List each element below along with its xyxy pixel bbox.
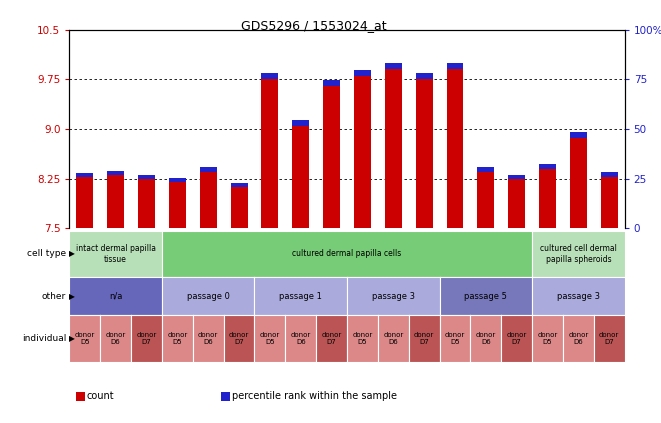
Text: other: other [42, 291, 66, 301]
Text: donor
D7: donor D7 [321, 332, 342, 345]
Bar [200, 172, 217, 228]
Text: count: count [87, 391, 114, 401]
Text: donor
D6: donor D6 [568, 332, 588, 345]
Bar [262, 80, 278, 228]
Bar [138, 179, 155, 228]
Text: donor
D6: donor D6 [476, 332, 496, 345]
Bar [447, 63, 463, 69]
Bar [508, 179, 525, 228]
Bar [107, 171, 124, 176]
Text: passage 5: passage 5 [465, 291, 507, 301]
Text: donor
D5: donor D5 [260, 332, 280, 345]
Text: donor
D5: donor D5 [75, 332, 95, 345]
Bar [138, 175, 155, 179]
Text: donor
D5: donor D5 [167, 332, 188, 345]
Bar [477, 172, 494, 228]
Bar [354, 76, 371, 228]
Text: donor
D7: donor D7 [599, 332, 619, 345]
Bar [477, 168, 494, 172]
Bar [323, 86, 340, 228]
Text: n/a: n/a [109, 291, 122, 301]
Bar [447, 69, 463, 228]
Text: donor
D5: donor D5 [445, 332, 465, 345]
Bar [570, 132, 587, 137]
Bar [77, 173, 93, 177]
Bar [169, 182, 186, 228]
Text: ▶: ▶ [69, 334, 75, 343]
Bar [200, 168, 217, 172]
Text: cell type: cell type [27, 249, 66, 258]
Bar [292, 126, 309, 228]
Bar [231, 183, 248, 187]
Bar [539, 169, 556, 228]
Text: donor
D5: donor D5 [537, 332, 558, 345]
Text: GDS5296 / 1553024_at: GDS5296 / 1553024_at [241, 19, 387, 32]
Text: ▶: ▶ [69, 291, 75, 301]
Bar [601, 177, 618, 228]
Text: donor
D7: donor D7 [506, 332, 527, 345]
Bar [354, 70, 371, 76]
Bar [601, 172, 618, 177]
Bar [416, 80, 433, 228]
Text: donor
D7: donor D7 [229, 332, 249, 345]
Text: intact dermal papilla
tissue: intact dermal papilla tissue [75, 244, 156, 264]
Text: donor
D5: donor D5 [352, 332, 373, 345]
Text: passage 0: passage 0 [187, 291, 229, 301]
Bar [107, 176, 124, 228]
Bar [539, 164, 556, 169]
Text: donor
D6: donor D6 [198, 332, 218, 345]
Text: donor
D6: donor D6 [291, 332, 311, 345]
Text: donor
D6: donor D6 [383, 332, 403, 345]
Text: donor
D7: donor D7 [414, 332, 434, 345]
Bar [508, 175, 525, 179]
Bar [169, 178, 186, 182]
Bar [231, 187, 248, 228]
Bar [416, 73, 433, 80]
Bar [292, 121, 309, 126]
Text: passage 3: passage 3 [557, 291, 600, 301]
Bar [385, 63, 402, 69]
Text: passage 3: passage 3 [371, 291, 415, 301]
Text: ▶: ▶ [69, 249, 75, 258]
Bar [77, 177, 93, 228]
Text: percentile rank within the sample: percentile rank within the sample [232, 391, 397, 401]
Text: donor
D6: donor D6 [106, 332, 126, 345]
Text: individual: individual [22, 334, 66, 343]
Bar [323, 80, 340, 86]
Bar [570, 137, 587, 228]
Bar [262, 73, 278, 80]
Text: donor
D7: donor D7 [136, 332, 157, 345]
Text: cultured dermal papilla cells: cultured dermal papilla cells [292, 249, 402, 258]
Bar [385, 69, 402, 228]
Text: passage 1: passage 1 [280, 291, 322, 301]
Text: cultured cell dermal
papilla spheroids: cultured cell dermal papilla spheroids [540, 244, 617, 264]
